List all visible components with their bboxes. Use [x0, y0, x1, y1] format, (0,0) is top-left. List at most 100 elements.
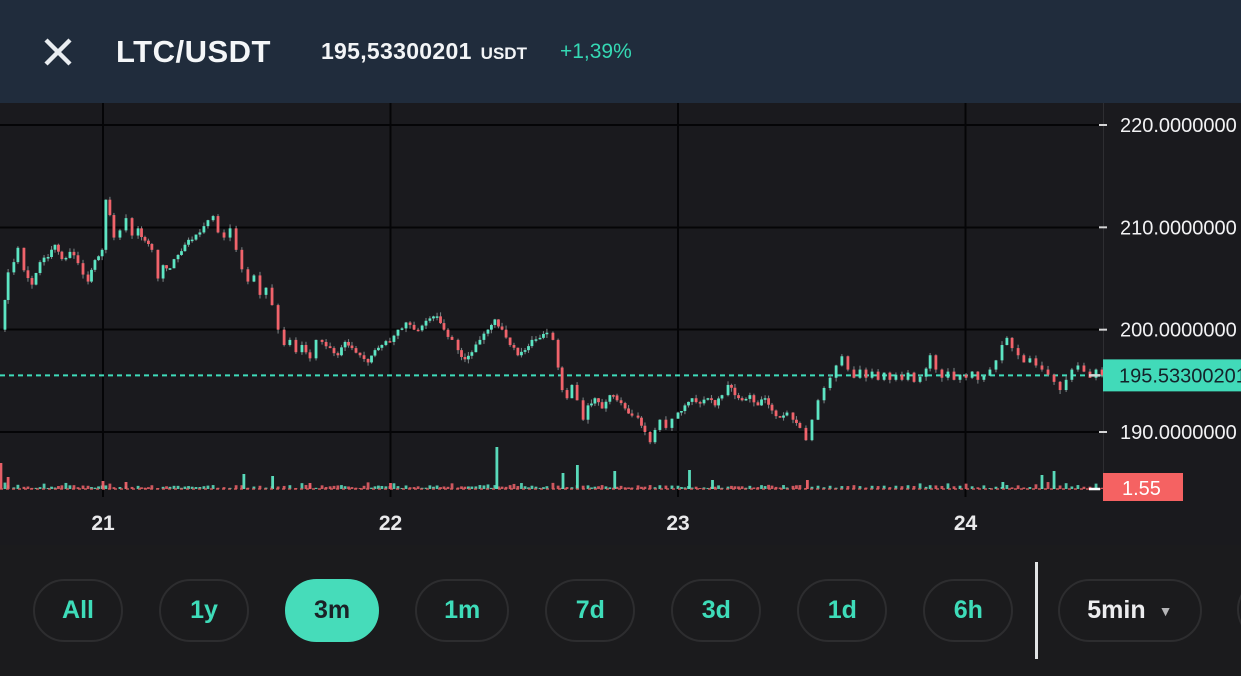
volume-bar: [770, 485, 774, 489]
candle-down: [730, 384, 733, 388]
candle-up: [816, 400, 820, 420]
current-price-badge-label: 195.53300201: [1119, 365, 1241, 387]
candle-up: [50, 249, 53, 258]
candle-up: [690, 398, 694, 402]
candle-down: [560, 367, 564, 391]
candle-down: [640, 417, 643, 426]
timeframe-6h[interactable]: 6h: [923, 579, 1014, 642]
partial-button-cutoff[interactable]: [1237, 578, 1241, 641]
timeframe-3d[interactable]: 3d: [671, 579, 762, 642]
timeframe-1d[interactable]: 1d: [797, 579, 888, 642]
candle-down: [112, 215, 116, 238]
volume-bar: [497, 486, 500, 489]
candles: [3, 196, 1104, 445]
candle-up: [590, 403, 593, 406]
volume-bar: [347, 486, 350, 489]
volume-bar: [767, 484, 770, 489]
volume-bar: [439, 487, 442, 489]
candle-up: [34, 272, 38, 285]
volume-bar: [108, 483, 112, 489]
timeframe-7d[interactable]: 7d: [545, 579, 636, 642]
candle-down: [664, 419, 668, 428]
volume-bar: [737, 486, 740, 489]
candle-up: [97, 256, 100, 261]
candle-down: [791, 412, 795, 420]
volume-bar: [888, 487, 892, 489]
volume-bar: [1064, 483, 1068, 489]
candle-down: [964, 374, 968, 378]
volume-bar: [976, 487, 980, 489]
volume-bar: [590, 487, 593, 489]
volume-bar: [702, 487, 706, 489]
volume-bar: [760, 485, 763, 489]
candle-down: [22, 247, 26, 271]
volume-bar: [676, 485, 680, 489]
candle-down: [551, 332, 555, 340]
volume-bar: [1005, 485, 1009, 489]
close-button[interactable]: [36, 30, 80, 74]
volume-bar: [994, 486, 998, 489]
volume-bar: [384, 486, 388, 489]
volume-bar: [150, 485, 154, 489]
volume-bar: [774, 486, 778, 489]
candle-down: [508, 337, 512, 346]
candle-down: [304, 345, 308, 353]
candle-down: [795, 419, 798, 423]
candle-down: [362, 355, 366, 359]
price-change-badge: +1,39%: [559, 39, 632, 63]
candle-up: [523, 350, 527, 352]
candle-up: [720, 395, 724, 399]
volume-bar: [870, 485, 874, 489]
candle-up: [988, 369, 992, 376]
chart-area[interactable]: 220.0000000 210.0000000 200.0000000 190.000…: [0, 103, 1241, 545]
y-axis-tick-label: 190.0000000: [1120, 422, 1237, 444]
candle-down: [733, 387, 737, 396]
volume-bar: [64, 482, 68, 489]
volume-bar: [198, 486, 202, 489]
volume-bar: [608, 487, 612, 489]
timeframe-1m[interactable]: 1m: [415, 579, 510, 642]
candle-down: [408, 322, 412, 325]
candle-down: [439, 316, 442, 324]
volume-bar: [565, 487, 569, 489]
interval-dropdown[interactable]: 5min ▼: [1058, 579, 1202, 642]
candle-down: [600, 402, 604, 409]
candle-up: [392, 335, 396, 342]
candle-up: [744, 398, 748, 401]
candle-up: [486, 329, 490, 334]
volume-bar: [493, 485, 497, 489]
timeframe-1y[interactable]: 1y: [159, 579, 249, 642]
volume-bar: [534, 486, 538, 489]
candle-down: [500, 326, 504, 330]
candle-up: [467, 355, 470, 360]
candle-down: [276, 305, 280, 330]
candle-down: [698, 402, 702, 404]
volume-bar: [81, 485, 85, 489]
timeframe-3m[interactable]: 3m: [285, 579, 380, 642]
candle-up: [420, 325, 424, 331]
candle-down: [156, 249, 160, 279]
volume-bar: [795, 485, 798, 489]
candle-up: [314, 339, 318, 359]
candle-down: [504, 329, 508, 338]
volume-bar: [593, 486, 597, 489]
candle-down: [888, 372, 892, 380]
candle-down: [234, 228, 238, 250]
volume-bar: [822, 487, 826, 489]
volume-bar: [504, 486, 508, 489]
volume-bar: [396, 486, 400, 489]
volume-bar: [1058, 485, 1062, 489]
candlestick-chart[interactable]: 220.0000000 210.0000000 200.0000000 190.000…: [0, 103, 1241, 545]
volume-bar: [460, 486, 463, 489]
candle-up: [300, 345, 304, 353]
candle-down: [623, 403, 627, 409]
timeframe-all[interactable]: All: [33, 579, 123, 642]
volume-bar: [377, 485, 380, 489]
volume-bar: [964, 483, 968, 489]
candle-down: [354, 348, 358, 353]
candle-up: [435, 316, 439, 318]
candle-down: [630, 413, 634, 416]
candle-up: [211, 216, 215, 221]
volume-bar: [478, 485, 482, 489]
